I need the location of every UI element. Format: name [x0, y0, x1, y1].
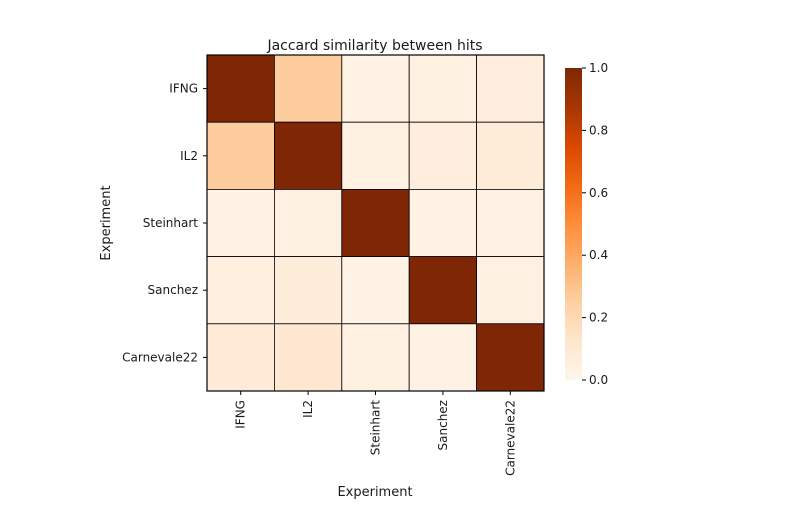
heatmap-cell	[476, 54, 545, 123]
heatmap-cell	[341, 323, 410, 392]
x-tick-labels: IFNG IL2 Steinhart Sanchez Carnevale22	[234, 391, 517, 476]
heatmap-cell	[273, 256, 343, 325]
y-tick-label: Sanchez	[148, 283, 198, 297]
y-tick-labels: IFNG IL2 Steinhart Sanchez Carnevale22	[122, 82, 207, 364]
heatmap-cell	[408, 188, 478, 257]
y-tick-label: Steinhart	[143, 216, 199, 230]
heatmap-cell	[341, 121, 410, 190]
colorbar-tick-label: 0.6	[589, 186, 608, 200]
heatmap-cell	[206, 256, 275, 325]
heatmap-cells	[206, 54, 545, 392]
heatmap-cell	[476, 121, 545, 190]
heatmap-cell	[273, 54, 343, 123]
heatmap-cell	[476, 323, 545, 392]
colorbar	[565, 68, 582, 380]
heatmap-cell	[206, 121, 275, 190]
colorbar-tick-label: 1.0	[589, 61, 608, 75]
chart-title: Jaccard similarity between hits	[266, 38, 482, 54]
heatmap-cell	[408, 54, 478, 123]
x-tick-label: IFNG	[234, 400, 248, 429]
colorbar-tick-label: 0.0	[589, 373, 608, 387]
x-tick-label: IL2	[301, 400, 315, 418]
x-tick-label: Steinhart	[369, 400, 383, 456]
colorbar-ticks: 0.0 0.2 0.4 0.6 0.8 1.0	[582, 61, 608, 387]
heatmap-cell	[341, 54, 410, 123]
heatmap-cell	[476, 256, 545, 325]
heatmap-cell	[273, 121, 343, 190]
heatmap-cell	[206, 54, 275, 123]
heatmap-cell	[341, 188, 410, 257]
heatmap-cell	[206, 188, 275, 257]
y-axis-label: Experiment	[99, 185, 114, 260]
y-tick-label: IL2	[180, 149, 198, 163]
colorbar-tick-label: 0.8	[589, 123, 608, 137]
heatmap-cell	[476, 188, 545, 257]
x-tick-label: Carnevale22	[503, 400, 517, 476]
y-tick-label: Carnevale22	[122, 350, 198, 364]
colorbar-tick-label: 0.4	[589, 248, 608, 262]
heatmap-cell	[273, 323, 343, 392]
x-axis-label: Experiment	[337, 485, 412, 500]
y-tick-label: IFNG	[169, 82, 198, 96]
x-tick-label: Sanchez	[436, 400, 450, 450]
heatmap-cell	[341, 256, 410, 325]
heatmap-cell	[273, 188, 343, 257]
heatmap-cell	[408, 121, 478, 190]
heatmap-cell	[206, 323, 275, 392]
heatmap-cell	[408, 256, 478, 325]
heatmap-cell	[408, 323, 478, 392]
colorbar-tick-label: 0.2	[589, 311, 608, 325]
